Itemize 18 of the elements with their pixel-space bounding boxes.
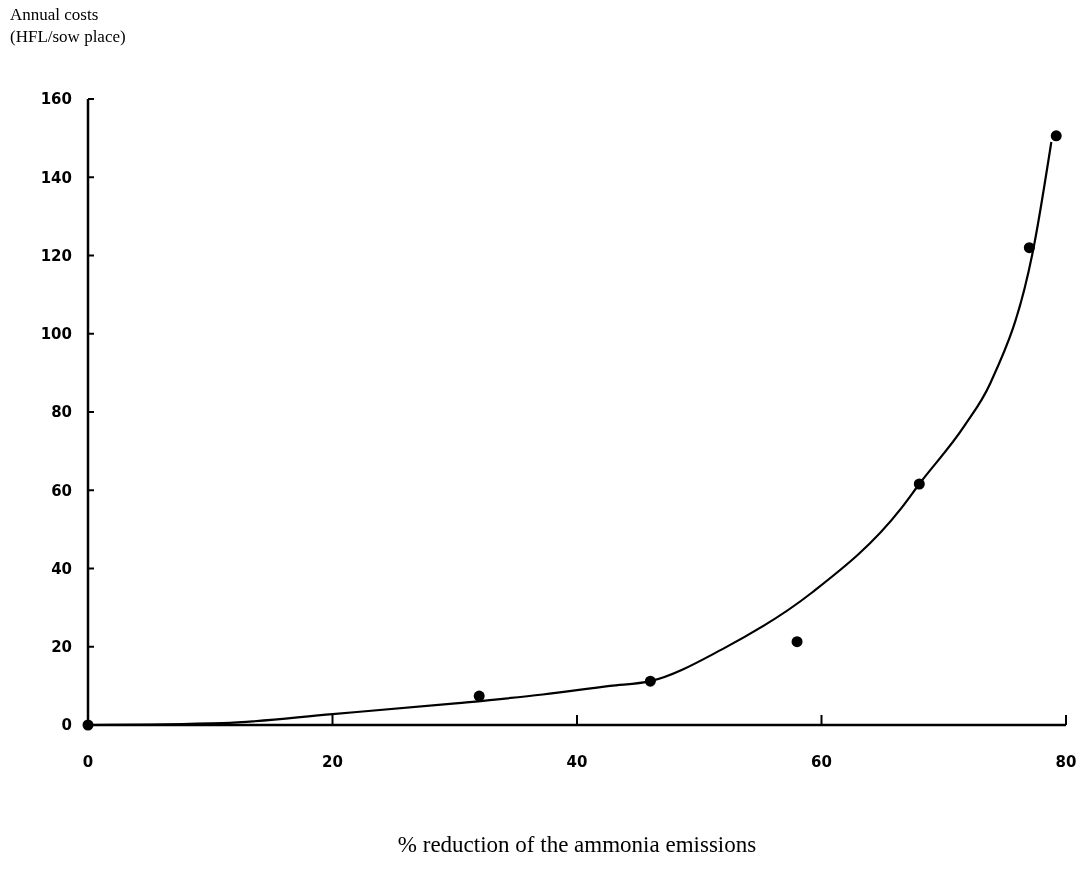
y-axis-title: Annual costs (HFL/sow place): [10, 5, 126, 46]
y-tick-label: 40: [51, 559, 72, 578]
y-tick-label: 80: [51, 403, 72, 422]
x-tick-label: 40: [566, 753, 588, 771]
x-tick-label: 80: [1055, 753, 1077, 771]
y-tick-label: 20: [51, 638, 72, 656]
y-tick-label: 100: [40, 325, 72, 343]
y-tick-label: 120: [40, 246, 72, 265]
y-tick-label: 60: [51, 481, 72, 500]
point: [791, 636, 803, 648]
x-tick-label: 20: [322, 753, 343, 771]
x-tick-label: 0: [82, 753, 94, 771]
point: [1050, 130, 1062, 142]
y-tick-label: 160: [40, 90, 72, 109]
x-tick-label: 60: [811, 753, 832, 771]
y-tick-label: 140: [40, 168, 72, 187]
y-tick-label: 0: [61, 716, 72, 735]
x-axis-title: % reduction of the ammonia emissions: [397, 832, 757, 857]
